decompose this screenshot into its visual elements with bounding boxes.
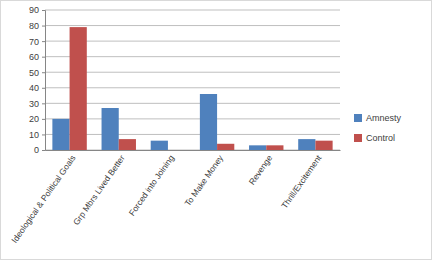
x-tick-label: To Make Money [183,153,226,208]
y-tick-label: 0 [34,145,39,155]
x-tick: Ideological & Political Goals [9,153,77,245]
x-tick: Thrill/Excitement [279,153,324,211]
y-tick-mark [42,26,45,27]
bar [102,108,119,150]
grid-line [45,118,340,119]
x-tick: Grp Mbrs Lived Better [71,153,127,227]
bar [168,150,185,151]
grid-line [45,41,340,42]
bar [151,141,168,150]
y-tick-label: 80 [29,21,39,31]
legend-swatch [354,114,362,122]
y-tick-mark [42,103,45,104]
y-tick: 40 [29,83,45,93]
y-tick-mark [42,150,45,151]
y-tick: 30 [29,99,45,109]
legend-entry: Amnesty [354,113,402,123]
bar [217,144,234,150]
bar [119,139,136,150]
y-tick: 0 [34,145,45,155]
y-tick: 90 [29,5,45,15]
y-tick-label: 30 [29,99,39,109]
x-tick-label: Forced into Joining [127,153,177,218]
bar [200,94,217,150]
bar [249,145,266,150]
plot: 0 10 20 30 40 50 60 70 80 90 Ideological & Politic… [9,5,340,244]
y-tick-mark [42,57,45,58]
y-tick: 60 [29,52,45,62]
bar [70,27,87,150]
grid-line [45,150,340,151]
legend-label: Control [366,133,395,143]
y-tick-mark [42,10,45,11]
y-tick-label: 60 [29,52,39,62]
x-tick-label: Thrill/Excitement [279,153,324,211]
grid-line [45,25,340,26]
y-axis-line [42,11,46,151]
y-tick-mark [42,41,45,42]
x-tick-label: Grp Mbrs Lived Better [71,153,127,227]
grid-line [45,134,340,135]
y-tick: 80 [29,21,45,31]
y-tick-label: 10 [29,130,39,140]
y-tick-label: 70 [29,36,39,46]
y-tick: 20 [29,114,45,124]
y-tick-mark [42,88,45,89]
legend-entry: Control [354,133,395,143]
x-tick-label: Revenge [247,153,275,187]
legend-label: Amnesty [366,113,402,123]
bar [266,145,283,150]
bar [298,139,315,150]
bars [52,27,332,150]
legend: Amnesty Control [354,113,402,143]
x-tick: Revenge [247,153,275,187]
y-tick: 70 [29,36,45,46]
y-tick-mark [42,134,45,135]
legend-swatch [354,134,362,142]
grid-line [45,10,340,11]
y-tick: 10 [29,130,45,140]
y-tick-label: 40 [29,83,39,93]
chart-background [1,1,432,260]
grid-line [45,72,340,73]
grid-line [45,103,340,104]
bar [315,141,332,150]
bar [52,119,69,150]
x-axis-line [46,150,341,151]
y-tick-mark [42,119,45,120]
grid [45,10,340,150]
y-tick-label: 50 [29,68,39,78]
x-axis: Ideological & Political GoalsGrp Mbrs Li… [9,151,340,245]
chart: 0 10 20 30 40 50 60 70 80 90 Ideological & Politic… [0,0,432,260]
x-tick: Forced into Joining [127,153,177,218]
x-tick: To Make Money [183,153,226,208]
x-tick-label: Ideological & Political Goals [9,153,77,245]
y-tick-label: 20 [29,114,39,124]
y-axis: 0 10 20 30 40 50 60 70 80 90 [29,5,46,155]
grid-line [45,87,340,88]
y-tick-label: 90 [29,5,39,15]
grid-line [45,56,340,57]
y-tick: 50 [29,68,45,78]
y-tick-mark [42,72,45,73]
